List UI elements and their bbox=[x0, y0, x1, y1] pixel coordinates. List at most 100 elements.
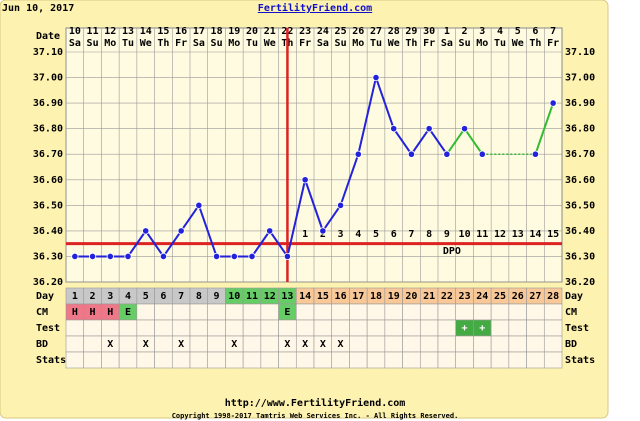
cell bbox=[136, 351, 155, 369]
cell bbox=[154, 351, 173, 369]
weekday: Su bbox=[459, 38, 471, 49]
cell bbox=[83, 335, 102, 353]
chart-date: Jun 10, 2017 bbox=[2, 3, 74, 14]
cell bbox=[207, 303, 226, 321]
temp-point bbox=[106, 252, 114, 261]
date: 26 bbox=[352, 26, 364, 37]
temp-point bbox=[372, 73, 380, 82]
cell bbox=[526, 335, 545, 353]
cell-text: 14 bbox=[299, 291, 311, 302]
temp-point bbox=[88, 252, 97, 261]
cell bbox=[83, 351, 102, 369]
cell bbox=[118, 351, 138, 369]
cell-text: 12 bbox=[264, 291, 276, 302]
weekday: Su bbox=[335, 38, 347, 49]
temp-point bbox=[212, 252, 221, 261]
cell bbox=[402, 335, 421, 353]
cell-text: 11 bbox=[246, 291, 258, 302]
cell bbox=[543, 351, 563, 369]
cell bbox=[366, 303, 386, 321]
cell bbox=[508, 303, 527, 321]
weekday: Mo bbox=[476, 38, 488, 49]
cell bbox=[278, 351, 297, 369]
cell bbox=[384, 319, 403, 337]
cell-text: 2 bbox=[90, 291, 96, 302]
cell-text: 18 bbox=[370, 291, 382, 302]
cell bbox=[65, 335, 85, 353]
cell bbox=[384, 303, 403, 321]
cell bbox=[473, 303, 492, 321]
row-label: Test bbox=[36, 323, 60, 334]
dpo: 6 bbox=[391, 229, 397, 240]
temp-point bbox=[177, 227, 185, 235]
chart-title[interactable]: FertilityFriend.com bbox=[258, 2, 372, 14]
cell bbox=[189, 319, 209, 337]
weekday: Th bbox=[529, 38, 541, 49]
dpo: 2 bbox=[320, 229, 326, 240]
cell bbox=[260, 351, 279, 369]
weekday: Fr bbox=[175, 38, 187, 49]
cell bbox=[278, 319, 297, 337]
y-tick-label-right: 37.10 bbox=[565, 47, 595, 58]
temp-point bbox=[159, 252, 168, 261]
cell-text: H bbox=[72, 307, 78, 318]
cell bbox=[225, 351, 244, 369]
cell-text: X bbox=[231, 339, 237, 350]
cell bbox=[189, 351, 209, 369]
cell bbox=[65, 319, 85, 337]
cell-text: + bbox=[479, 323, 485, 334]
y-tick-label: 36.30 bbox=[33, 251, 63, 262]
row-label-right: BD bbox=[565, 339, 577, 350]
weekday: We bbox=[140, 38, 152, 49]
dpo: 3 bbox=[338, 229, 344, 240]
temp-line bbox=[534, 102, 555, 155]
weekday: Tu bbox=[370, 38, 382, 49]
cell-text: 6 bbox=[160, 291, 166, 302]
date: 14 bbox=[140, 26, 152, 37]
date: 27 bbox=[370, 26, 382, 37]
weekday: Fr bbox=[299, 38, 311, 49]
row-label: Stats bbox=[36, 355, 66, 366]
temp-point bbox=[301, 176, 309, 184]
cell bbox=[437, 319, 457, 337]
dpo: 7 bbox=[408, 229, 414, 240]
cell bbox=[189, 335, 209, 353]
cell bbox=[295, 319, 315, 337]
dpo-label: DPO bbox=[443, 246, 461, 257]
cell bbox=[455, 303, 474, 321]
weekday: We bbox=[512, 38, 524, 49]
cell bbox=[171, 319, 191, 337]
cell bbox=[313, 319, 333, 337]
cell bbox=[154, 303, 173, 321]
cell bbox=[366, 335, 386, 353]
cell bbox=[437, 351, 457, 369]
row-label-right: Stats bbox=[565, 355, 595, 366]
dpo: 13 bbox=[512, 229, 524, 240]
y-tick-label-right: 36.60 bbox=[565, 175, 595, 186]
temp-point bbox=[354, 150, 362, 158]
y-tick-label-right: 36.30 bbox=[565, 251, 595, 262]
date: 30 bbox=[423, 26, 435, 37]
cell bbox=[366, 319, 386, 337]
cell-text: 4 bbox=[125, 291, 131, 302]
cell-text: 27 bbox=[529, 291, 541, 302]
cell bbox=[366, 351, 386, 369]
cell bbox=[101, 351, 120, 369]
cell bbox=[543, 319, 563, 337]
y-tick-label: 36.60 bbox=[33, 175, 63, 186]
cell bbox=[543, 303, 563, 321]
date: 17 bbox=[193, 26, 205, 37]
cell-text: 9 bbox=[214, 291, 220, 302]
cell bbox=[118, 335, 138, 353]
cell-text: 19 bbox=[388, 291, 400, 302]
date: 23 bbox=[299, 26, 311, 37]
date: 2 bbox=[462, 26, 468, 37]
y-tick-label: 37.00 bbox=[33, 73, 63, 84]
date: 25 bbox=[335, 26, 347, 37]
weekday: Tu bbox=[494, 38, 506, 49]
date: 24 bbox=[317, 26, 329, 37]
date: 3 bbox=[479, 26, 485, 37]
cell bbox=[508, 319, 527, 337]
cell bbox=[402, 351, 421, 369]
weekday: Sa bbox=[69, 38, 81, 49]
